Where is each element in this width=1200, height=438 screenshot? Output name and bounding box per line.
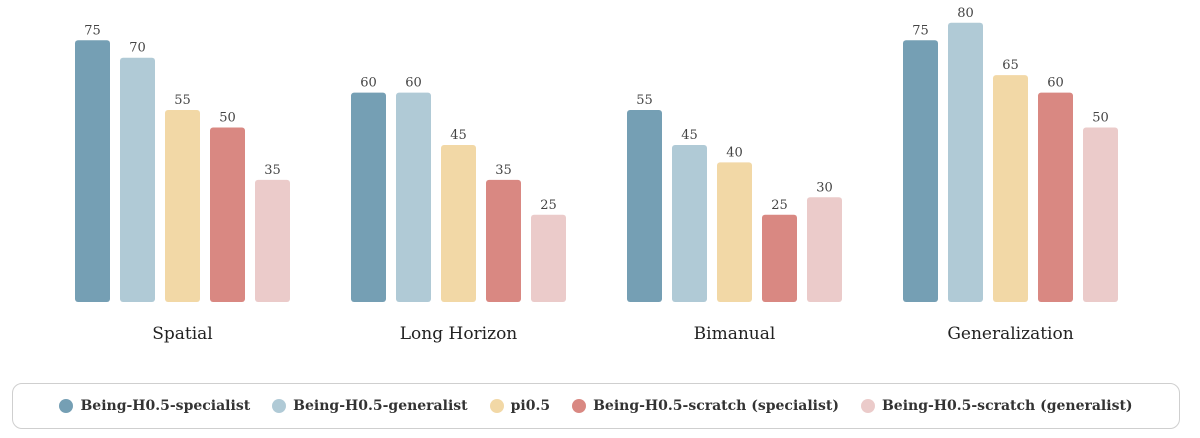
value-label-spatial-being-h0-5-scratch-specialist: 50 bbox=[219, 111, 236, 126]
legend-swatch bbox=[860, 399, 875, 413]
value-label-spatial-being-h0-5-specialist: 75 bbox=[84, 23, 101, 38]
value-label-generalization-being-h0-5-scratch-generalist: 50 bbox=[1092, 111, 1109, 126]
value-label-long-horizon-pi0-5: 45 bbox=[450, 128, 467, 143]
category-label-bimanual: Bimanual bbox=[694, 324, 776, 344]
bar-spatial-being-h0-5-specialist bbox=[75, 40, 110, 302]
bar-generalization-pi0-5 bbox=[993, 75, 1028, 303]
value-label-bimanual-pi0-5: 40 bbox=[726, 145, 743, 160]
legend-item-being-h0-5-scratch-generalist: Being-H0.5-scratch (generalist) bbox=[860, 398, 1133, 414]
bar-bimanual-being-h0-5-generalist bbox=[672, 144, 707, 302]
legend-label: Being-H0.5-scratch (specialist) bbox=[593, 398, 839, 414]
value-label-spatial-being-h0-5-scratch-generalist: 35 bbox=[264, 163, 281, 178]
bar-bimanual-being-h0-5-scratch-specialist bbox=[762, 214, 797, 302]
bar-long-horizon-being-h0-5-scratch-specialist bbox=[486, 179, 521, 302]
category-label-long-horizon: Long Horizon bbox=[400, 324, 518, 344]
legend-swatch bbox=[272, 399, 287, 413]
bar-chart: 75 70 55 50 35 60 60 45 35 25 55 45 40 25 30 75 80 65 60 50… bbox=[75, 6, 1118, 344]
value-label-bimanual-being-h0-5-scratch-specialist: 25 bbox=[771, 198, 788, 213]
bar-spatial-being-h0-5-scratch-specialist bbox=[210, 127, 245, 302]
bar-generalization-being-h0-5-specialist bbox=[903, 40, 938, 302]
legend-label: Being-H0.5-scratch (generalist) bbox=[881, 398, 1133, 414]
value-label-long-horizon-being-h0-5-scratch-generalist: 25 bbox=[540, 198, 557, 213]
value-label-bimanual-being-h0-5-specialist: 55 bbox=[636, 93, 653, 108]
legend-item-being-h0-5-generalist: Being-H0.5-generalist bbox=[272, 398, 468, 414]
bars-layer bbox=[75, 22, 1118, 303]
value-label-bimanual-being-h0-5-generalist: 45 bbox=[681, 128, 698, 143]
bar-long-horizon-being-h0-5-specialist bbox=[351, 92, 386, 302]
value-labels-layer: 75 70 55 50 35 60 60 45 35 25 55 45 40 25 30 75 80 65 60 50 bbox=[84, 6, 1109, 213]
legend-swatch bbox=[59, 399, 74, 413]
bar-bimanual-pi0-5 bbox=[717, 162, 752, 302]
category-labels-layer: Spatial Long Horizon Bimanual Generalizatio… bbox=[152, 324, 1073, 344]
value-label-generalization-pi0-5: 65 bbox=[1002, 58, 1019, 73]
legend-label: pi0.5 bbox=[510, 398, 551, 414]
bar-generalization-being-h0-5-scratch-specialist bbox=[1038, 92, 1073, 302]
bar-spatial-being-h0-5-scratch-generalist bbox=[255, 179, 290, 302]
category-label-spatial: Spatial bbox=[152, 324, 213, 344]
legend-label: Being-H0.5-generalist bbox=[293, 398, 468, 414]
value-label-generalization-being-h0-5-scratch-specialist: 60 bbox=[1047, 76, 1064, 91]
legend-label: Being-H0.5-specialist bbox=[80, 398, 251, 414]
legend-item-being-h0-5-specialist: Being-H0.5-specialist bbox=[59, 398, 250, 414]
value-label-long-horizon-being-h0-5-generalist: 60 bbox=[405, 76, 422, 91]
bar-generalization-being-h0-5-generalist bbox=[948, 22, 983, 303]
value-label-long-horizon-being-h0-5-specialist: 60 bbox=[360, 76, 377, 91]
bar-bimanual-being-h0-5-specialist bbox=[627, 110, 662, 302]
value-label-bimanual-being-h0-5-scratch-generalist: 30 bbox=[816, 180, 833, 195]
legend-item-being-h0-5-scratch-specialist: Being-H0.5-scratch (specialist) bbox=[572, 398, 839, 414]
bar-spatial-being-h0-5-generalist bbox=[120, 57, 155, 303]
value-label-generalization-being-h0-5-generalist: 80 bbox=[957, 6, 974, 21]
legend-swatch bbox=[572, 399, 587, 413]
bar-generalization-being-h0-5-scratch-generalist bbox=[1083, 127, 1118, 302]
bar-long-horizon-being-h0-5-generalist bbox=[396, 92, 431, 302]
bar-long-horizon-being-h0-5-scratch-generalist bbox=[531, 214, 566, 302]
value-label-spatial-pi0-5: 55 bbox=[174, 93, 191, 108]
value-label-spatial-being-h0-5-generalist: 70 bbox=[129, 41, 146, 56]
legend-item-pi0-5: pi0.5 bbox=[489, 398, 551, 414]
legend-swatch bbox=[489, 399, 504, 413]
legend: Being-H0.5-specialist Being-H0.5-generali… bbox=[12, 383, 1180, 429]
bar-bimanual-being-h0-5-scratch-generalist bbox=[807, 197, 842, 302]
value-label-long-horizon-being-h0-5-scratch-specialist: 35 bbox=[495, 163, 512, 178]
category-label-generalization: Generalization bbox=[947, 324, 1073, 344]
value-label-generalization-being-h0-5-specialist: 75 bbox=[912, 23, 929, 38]
bar-long-horizon-pi0-5 bbox=[441, 144, 476, 302]
bar-spatial-pi0-5 bbox=[165, 110, 200, 302]
